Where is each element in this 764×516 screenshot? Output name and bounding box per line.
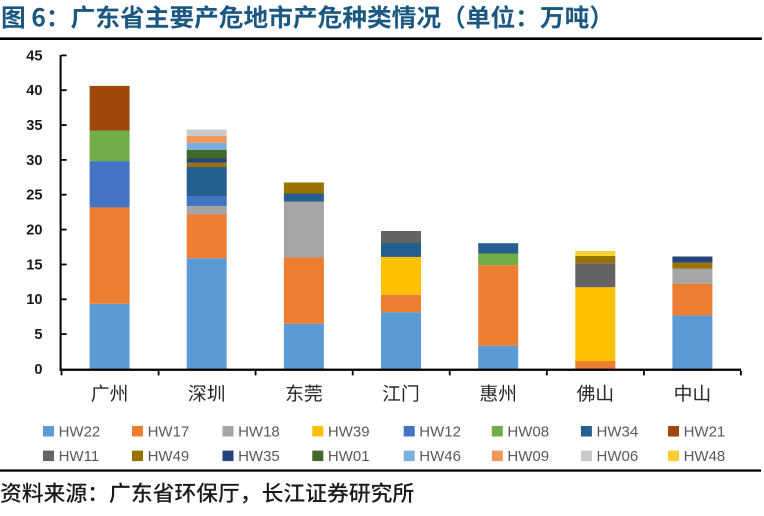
svg-text:HW06: HW06 bbox=[597, 448, 639, 465]
svg-text:0: 0 bbox=[34, 362, 42, 378]
svg-text:HW49: HW49 bbox=[148, 448, 190, 465]
svg-text:10: 10 bbox=[26, 292, 42, 308]
svg-text:40: 40 bbox=[26, 83, 42, 99]
svg-text:35: 35 bbox=[26, 118, 42, 134]
svg-text:20: 20 bbox=[26, 223, 42, 239]
svg-text:HW21: HW21 bbox=[684, 423, 726, 440]
svg-text:HW34: HW34 bbox=[597, 423, 639, 440]
svg-text:HW35: HW35 bbox=[238, 448, 280, 465]
svg-text:15: 15 bbox=[26, 257, 42, 273]
svg-text:HW12: HW12 bbox=[419, 423, 461, 440]
svg-text:5: 5 bbox=[34, 327, 42, 343]
svg-text:HW46: HW46 bbox=[419, 448, 461, 465]
svg-text:45: 45 bbox=[26, 48, 42, 64]
svg-text:HW08: HW08 bbox=[507, 423, 549, 440]
svg-text:HW39: HW39 bbox=[328, 423, 370, 440]
svg-text:HW11: HW11 bbox=[59, 448, 100, 465]
svg-text:HW48: HW48 bbox=[684, 448, 726, 465]
svg-text:HW09: HW09 bbox=[507, 448, 549, 465]
svg-text:HW22: HW22 bbox=[59, 423, 101, 440]
svg-text:HW17: HW17 bbox=[148, 423, 190, 440]
svg-text:25: 25 bbox=[26, 188, 42, 204]
svg-text:30: 30 bbox=[26, 153, 42, 169]
svg-text:HW01: HW01 bbox=[328, 448, 370, 465]
svg-text:HW18: HW18 bbox=[238, 423, 280, 440]
